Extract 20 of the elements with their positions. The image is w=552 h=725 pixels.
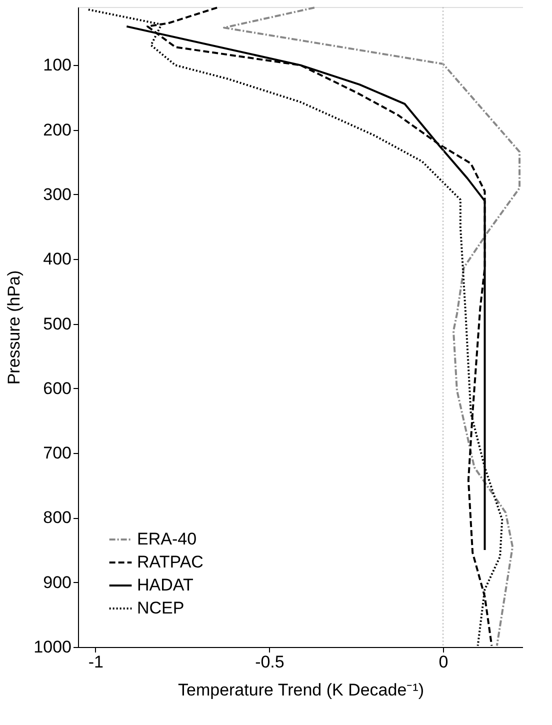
y-tick-label: 800 <box>43 508 72 528</box>
legend-label: RATPAC <box>137 552 204 572</box>
y-tick-label: 600 <box>43 378 72 398</box>
y-tick-label: 200 <box>43 120 72 140</box>
y-tick-label: 400 <box>43 250 72 269</box>
legend-label: NCEP <box>137 598 184 618</box>
y-tick-label: 700 <box>43 444 72 463</box>
y-tick-label: 500 <box>43 314 72 334</box>
y-tick-label: 900 <box>43 572 72 592</box>
y-tick-label: 300 <box>43 184 72 204</box>
y-tick-label: 100 <box>43 56 72 75</box>
x-axis-title: Temperature Trend (K Decade⁻¹) <box>178 680 424 700</box>
x-tick-label: 0 <box>438 652 448 672</box>
y-tick-label: 1000 <box>34 638 72 656</box>
line-series <box>223 6 521 647</box>
x-tick-label: -0.5 <box>255 652 284 672</box>
x-tick-label: -1 <box>88 652 104 672</box>
y-axis-title: Pressure (hPa) <box>4 270 24 385</box>
legend-label: ERA-40 <box>137 530 197 548</box>
legend-label: HADAT <box>137 576 194 594</box>
